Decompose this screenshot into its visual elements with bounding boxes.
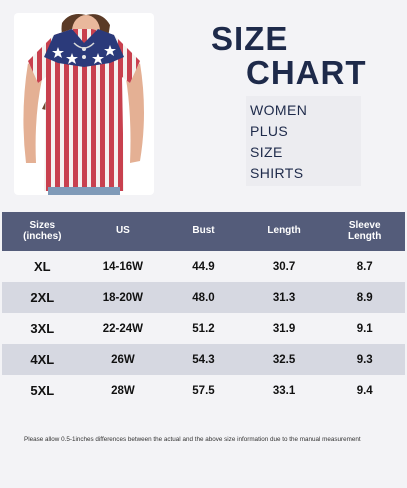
shirt-stripe [73, 29, 78, 191]
cell-length: 31.3 [243, 282, 325, 313]
cell-bust: 48.0 [163, 282, 244, 313]
column-header-length: Length [243, 212, 325, 251]
title-line-2: CHART [246, 54, 367, 91]
cell-size: 5XL [2, 375, 83, 406]
cell-size: 3XL [2, 313, 83, 344]
shirt-stripe [109, 29, 114, 191]
column-header-us: US [82, 212, 164, 251]
shirt-stripe [64, 29, 69, 191]
header-text: (inches) [23, 230, 62, 242]
column-header-sizes: Sizes (inches) [2, 212, 83, 251]
header-text: Length [267, 225, 301, 237]
measurement-note: Please allow 0.5-1inches differences bet… [24, 436, 361, 443]
cell-sleeve: 9.1 [324, 313, 405, 344]
cell-sleeve: 8.9 [324, 282, 405, 313]
cell-us: 14-16W [82, 251, 164, 282]
table-row: 3XL 22-24W 51.2 31.9 9.1 [2, 313, 405, 344]
table-row: XL 14-16W 44.9 30.7 8.7 [2, 251, 405, 282]
subtitle-box: WOMEN PLUS SIZE SHIRTS [246, 96, 361, 186]
cell-length: 32.5 [243, 344, 325, 375]
size-chart-table: Sizes (inches) US Bust Length Sleeve Len… [2, 212, 405, 406]
cell-size: 2XL [2, 282, 83, 313]
subtitle-line: SHIRTS [250, 165, 304, 181]
table-row: 5XL 28W 57.5 33.1 9.4 [2, 375, 405, 406]
cell-length: 33.1 [243, 375, 325, 406]
cell-bust: 44.9 [163, 251, 244, 282]
cell-us: 22-24W [82, 313, 164, 344]
header-text: Bust [192, 225, 215, 237]
cell-bust: 51.2 [163, 313, 244, 344]
subtitle-line: WOMEN [250, 102, 308, 118]
cell-us: 28W [82, 375, 164, 406]
cell-size: 4XL [2, 344, 83, 375]
cell-bust: 54.3 [163, 344, 244, 375]
table-row: 4XL 26W 54.3 32.5 9.3 [2, 344, 405, 375]
cell-sleeve: 9.3 [324, 344, 405, 375]
subtitle-line: SIZE [250, 144, 283, 160]
shirt-stripe [46, 29, 51, 191]
shirt-stripe [91, 29, 96, 191]
shirt-stripe [118, 29, 123, 191]
header-text: Length [348, 230, 382, 242]
cell-sleeve: 9.4 [324, 375, 405, 406]
cell-length: 31.9 [243, 313, 325, 344]
header-text: Sizes [29, 220, 56, 231]
title-line-1: SIZE [211, 20, 289, 57]
product-photo [14, 13, 154, 195]
cell-us: 18-20W [82, 282, 164, 313]
shirt-stripe [55, 29, 60, 191]
column-header-bust: Bust [163, 212, 244, 251]
shirt-stripe [100, 29, 105, 191]
shirt-photo-icon [23, 14, 144, 195]
cell-us: 26W [82, 344, 164, 375]
subtitle-line: PLUS [250, 123, 289, 139]
cell-length: 30.7 [243, 251, 325, 282]
cell-bust: 57.5 [163, 375, 244, 406]
table-row: 2XL 18-20W 48.0 31.3 8.9 [2, 282, 405, 313]
cell-sleeve: 8.7 [324, 251, 405, 282]
table-header-row: Sizes (inches) US Bust Length Sleeve Len… [2, 212, 405, 251]
cell-size: XL [2, 251, 83, 282]
header-text: Sleeve [348, 220, 381, 231]
column-header-sleeve-length: Sleeve Length [324, 212, 405, 251]
header-text: US [115, 225, 130, 237]
shirt-stripe [82, 29, 87, 191]
